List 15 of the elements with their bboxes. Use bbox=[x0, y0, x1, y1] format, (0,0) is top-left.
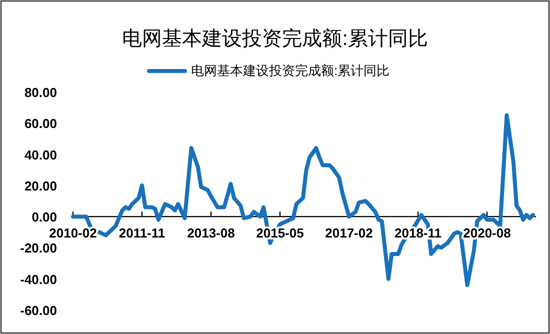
y-tick-label: -40.00 bbox=[20, 272, 57, 287]
y-tick-label: 40.00 bbox=[24, 147, 57, 162]
y-tick-label: 0.00 bbox=[32, 210, 57, 225]
x-tick-label: 2017-02 bbox=[325, 226, 373, 241]
legend-label: 电网基本建设投资完成额:累计同比 bbox=[191, 63, 390, 78]
y-tick-label: -20.00 bbox=[20, 240, 57, 256]
chart-title: 电网基本建设投资完成额:累计同比 bbox=[122, 27, 428, 50]
legend: 电网基本建设投资完成额:累计同比 bbox=[147, 63, 390, 78]
x-tick-label: 2011-11 bbox=[118, 226, 166, 241]
x-tick-label: 2013-08 bbox=[187, 226, 235, 241]
y-tick-label: 80.00 bbox=[24, 85, 57, 100]
y-tick-label: 20.00 bbox=[24, 178, 57, 194]
y-tick-label: 60.00 bbox=[24, 116, 57, 132]
x-tick-label: 2010-02 bbox=[49, 226, 97, 241]
y-tick-label: -60.00 bbox=[20, 303, 57, 318]
